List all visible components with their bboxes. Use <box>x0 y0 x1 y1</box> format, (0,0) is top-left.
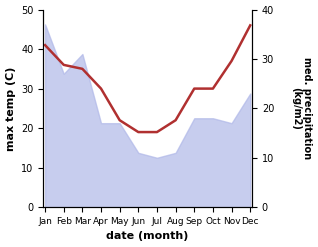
Y-axis label: med. precipitation
(kg/m2): med. precipitation (kg/m2) <box>291 57 313 159</box>
Y-axis label: max temp (C): max temp (C) <box>5 66 16 151</box>
X-axis label: date (month): date (month) <box>107 231 189 242</box>
